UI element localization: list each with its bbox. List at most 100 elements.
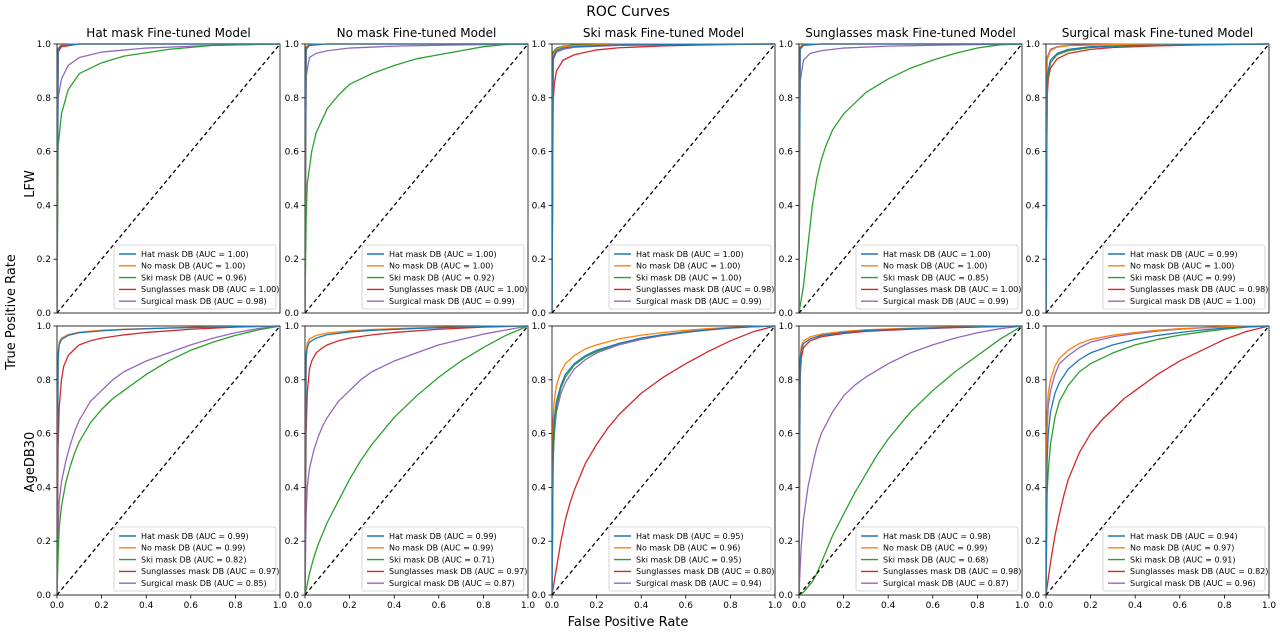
legend-entry: Ski mask DB (AUC = 0.92) xyxy=(389,273,494,282)
y-tick-label: 1.0 xyxy=(37,40,52,50)
x-axis-label: False Positive Rate xyxy=(568,615,689,630)
y-tick-label: 0.8 xyxy=(532,94,547,104)
y-tick-label: 0.0 xyxy=(37,309,52,319)
legend: Hat mask DB (AUC = 1.00) No mask DB (AUC … xyxy=(608,244,774,310)
legend-entry: Hat mask DB (AUC = 1.00) xyxy=(636,250,744,259)
y-tick-label: 1.0 xyxy=(532,322,547,332)
y-tick-label: 0.2 xyxy=(1026,255,1040,265)
legend-box xyxy=(361,526,525,592)
legend-entry: Sunglasses mask DB (AUC = 0.98) xyxy=(883,567,1021,576)
y-tick-label: 0.8 xyxy=(37,94,52,104)
y-tick-label: 0.4 xyxy=(1026,201,1041,211)
roc-curve-ski-mask-db xyxy=(799,43,1022,313)
panel-title: Ski mask Fine-tuned Model xyxy=(583,26,744,40)
y-tick-label: 0.6 xyxy=(779,148,794,158)
y-tick-label: 0.6 xyxy=(285,430,300,440)
roc-curve-hat-mask-db xyxy=(57,325,280,595)
y-tick-label: 0.2 xyxy=(532,255,546,265)
y-tick-label: 0.6 xyxy=(532,148,547,158)
legend-entry: No mask DB (AUC = 1.00) xyxy=(1130,262,1234,271)
y-tick-label: 0.8 xyxy=(779,94,794,104)
legend-entry: Surgical mask DB (AUC = 0.99) xyxy=(883,297,1009,306)
legend-entry: Hat mask DB (AUC = 0.95) xyxy=(636,532,744,541)
x-tick-label: 0.4 xyxy=(139,601,154,611)
x-tick-label: 0.2 xyxy=(836,601,850,611)
chance-diagonal xyxy=(305,43,528,313)
legend-entry: Surgical mask DB (AUC = 0.96) xyxy=(1130,579,1256,588)
y-tick-label: 0.4 xyxy=(779,483,794,493)
axes-frame xyxy=(1045,325,1270,596)
y-tick-label: 1.0 xyxy=(779,322,794,332)
chance-diagonal xyxy=(1046,325,1269,595)
y-tick-label: 0.2 xyxy=(532,537,546,547)
legend-entry: Surgical mask DB (AUC = 0.99) xyxy=(389,297,515,306)
plot-area xyxy=(1046,325,1269,595)
y-tick-label: 0.4 xyxy=(285,483,300,493)
x-tick-label: 1.0 xyxy=(521,601,536,611)
legend-entry: No mask DB (AUC = 1.00) xyxy=(389,262,493,271)
y-tick-label: 0.4 xyxy=(1026,483,1041,493)
y-tick-label: 0.4 xyxy=(532,483,547,493)
x-tick-label: 0.2 xyxy=(1083,601,1097,611)
roc-curve-sunglasses-mask-db xyxy=(552,325,775,595)
legend-entry: Sunglasses mask DB (AUC = 1.00) xyxy=(883,285,1021,294)
y-tick-label: 0.4 xyxy=(779,201,794,211)
x-tick-label: 0.4 xyxy=(1128,601,1143,611)
y-tick-label: 0.8 xyxy=(1026,376,1041,386)
roc-curve-surgical-mask-db xyxy=(57,43,280,313)
plot-area xyxy=(799,43,1022,313)
legend-box xyxy=(113,526,277,592)
roc-curve-hat-mask-db xyxy=(799,325,1022,595)
y-tick-label: 0.0 xyxy=(285,309,300,319)
legend: Hat mask DB (AUC = 0.99) No mask DB (AUC … xyxy=(361,526,527,592)
roc-curve-ski-mask-db xyxy=(1046,325,1269,595)
panel-lfw-5: Surgical mask Fine-tuned Model 0.0 0.2 0.4 0… xyxy=(1026,26,1270,319)
legend-entry: Sunglasses mask DB (AUC = 1.00) xyxy=(389,285,527,294)
legend-entry: Sunglasses mask DB (AUC = 0.97) xyxy=(141,567,279,576)
roc-curve-hat-mask-db xyxy=(305,43,528,313)
x-tick-label: 0.6 xyxy=(184,601,199,611)
y-tick-label: 0.2 xyxy=(285,537,299,547)
legend-box xyxy=(855,526,1019,592)
y-tick-label: 0.2 xyxy=(779,537,793,547)
chance-diagonal xyxy=(552,325,775,595)
y-tick-label: 1.0 xyxy=(1026,322,1041,332)
x-tick-label: 0.0 xyxy=(50,601,65,611)
panel-title: No mask Fine-tuned Model xyxy=(337,26,497,40)
x-tick-label: 0.0 xyxy=(792,601,807,611)
legend-entry: Hat mask DB (AUC = 0.99) xyxy=(1130,250,1238,259)
y-tick-label: 0.0 xyxy=(1026,591,1041,601)
y-tick-label: 1.0 xyxy=(532,40,547,50)
roc-curve-sunglasses-mask-db xyxy=(305,325,528,595)
y-tick-label: 0.4 xyxy=(37,201,52,211)
y-tick-label: 0.0 xyxy=(1026,309,1041,319)
row-label-lfw: LFW xyxy=(23,170,38,198)
legend-entry: Ski mask DB (AUC = 0.85) xyxy=(883,273,988,282)
y-tick-label: 0.6 xyxy=(285,148,300,158)
legend-entry: Surgical mask DB (AUC = 0.87) xyxy=(883,579,1009,588)
x-tick-label: 1.0 xyxy=(768,601,783,611)
x-tick-label: 0.6 xyxy=(926,601,941,611)
x-tick-label: 0.8 xyxy=(970,601,985,611)
panel-agedb30-3: 0.0 0.2 0.4 0.6 0.8 1.0 0.0 0.2 0.4 0.6 0.8 1.0 Hat … xyxy=(532,322,783,611)
x-tick-label: 0.2 xyxy=(589,601,603,611)
y-tick-label: 0.2 xyxy=(37,255,51,265)
legend-entry: Ski mask DB (AUC = 0.82) xyxy=(141,555,246,564)
panel-lfw-4: Sunglasses mask Fine-tuned Model 0.0 0.2 0.… xyxy=(779,26,1023,319)
roc-curve-ski-mask-db xyxy=(57,325,280,595)
chance-diagonal xyxy=(1046,43,1269,313)
axes-frame xyxy=(551,325,776,596)
legend-entry: Ski mask DB (AUC = 0.71) xyxy=(389,555,494,564)
roc-curve-surgical-mask-db xyxy=(57,325,280,595)
chance-diagonal xyxy=(552,43,775,313)
plot-area xyxy=(57,325,280,595)
panel-title: Surgical mask Fine-tuned Model xyxy=(1062,26,1254,40)
y-tick-label: 0.2 xyxy=(779,255,793,265)
legend-entry: Ski mask DB (AUC = 0.99) xyxy=(1130,273,1235,282)
roc-curve-ski-mask-db xyxy=(799,325,1022,595)
roc-curve-surgical-mask-db xyxy=(799,43,1022,313)
roc-curve-hat-mask-db xyxy=(799,43,1022,313)
legend-entry: Hat mask DB (AUC = 1.00) xyxy=(141,250,249,259)
chance-diagonal xyxy=(57,325,280,595)
x-tick-label: 0.8 xyxy=(476,601,491,611)
